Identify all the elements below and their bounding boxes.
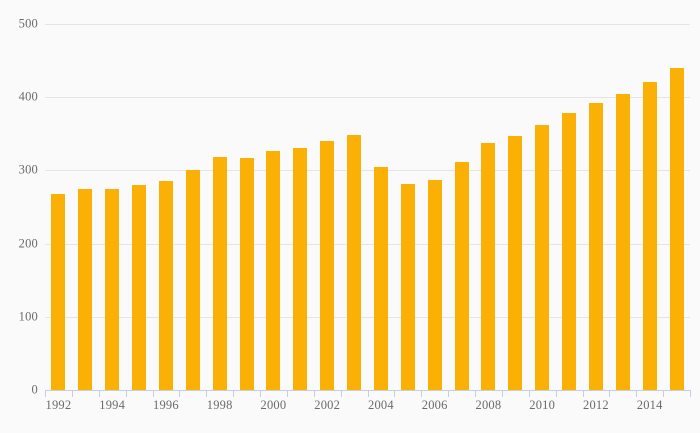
x-tick-23 <box>663 390 665 397</box>
gridline-200 <box>45 243 690 245</box>
x-tick-14 <box>421 390 423 397</box>
bar-1993[interactable] <box>78 188 93 390</box>
y-tick-label-300: 300 <box>18 162 38 177</box>
y-tick-label-100: 100 <box>18 309 38 324</box>
x-tick-12 <box>367 390 369 397</box>
x-tick-2 <box>98 390 100 397</box>
bar-1995[interactable] <box>132 185 147 390</box>
x-tick-label-2008: 2008 <box>475 398 502 412</box>
bar-1999[interactable] <box>239 157 254 390</box>
y-tick-label-200: 200 <box>18 236 38 251</box>
x-tick-3 <box>125 390 127 397</box>
x-tick-label-1992: 1992 <box>45 398 72 412</box>
bar-2010[interactable] <box>535 125 550 390</box>
bar-1998[interactable] <box>212 156 227 390</box>
x-tick-label-1994: 1994 <box>99 398 126 412</box>
bar-1994[interactable] <box>105 188 120 390</box>
x-tick-7 <box>233 390 235 397</box>
x-tick-1 <box>71 390 73 397</box>
bar-1996[interactable] <box>158 181 173 390</box>
bar-2009[interactable] <box>508 136 523 390</box>
x-tick-label-2012: 2012 <box>583 398 609 412</box>
x-tick-22 <box>636 390 638 397</box>
x-tick-6 <box>206 390 208 397</box>
x-tick-24 <box>690 390 691 397</box>
x-tick-label-2010: 2010 <box>529 398 556 412</box>
x-tick-label-2000: 2000 <box>260 398 287 412</box>
x-tick-label-2002: 2002 <box>314 398 341 412</box>
x-tick-0 <box>45 390 46 397</box>
x-tick-9 <box>286 390 288 397</box>
bar-2008[interactable] <box>481 143 496 390</box>
x-tick-15 <box>448 390 450 397</box>
bar-2001[interactable] <box>293 147 308 390</box>
x-tick-label-2006: 2006 <box>421 398 448 412</box>
bar-1997[interactable] <box>185 169 200 390</box>
x-tick-19 <box>555 390 557 397</box>
bar-2005[interactable] <box>400 184 415 390</box>
gridline-500 <box>45 24 690 25</box>
x-tick-18 <box>528 390 530 397</box>
x-tick-5 <box>179 390 181 397</box>
x-tick-label-1998: 1998 <box>206 398 233 412</box>
plot-area <box>45 24 690 390</box>
gridline-300 <box>45 170 690 172</box>
bar-2006[interactable] <box>427 179 442 390</box>
x-tick-16 <box>475 390 476 397</box>
bar-2000[interactable] <box>266 151 281 390</box>
bar-2011[interactable] <box>562 113 577 390</box>
y-tick-label-0: 0 <box>31 382 38 397</box>
x-tick-13 <box>394 390 396 397</box>
x-tick-17 <box>501 390 503 397</box>
x-tick-10 <box>313 390 315 397</box>
bar-2002[interactable] <box>320 141 335 390</box>
bar-2007[interactable] <box>454 162 469 390</box>
x-tick-label-2014: 2014 <box>636 398 663 412</box>
x-tick-label-2004: 2004 <box>368 398 394 412</box>
bar-2013[interactable] <box>615 93 630 390</box>
x-axis-labels: 1992 1994 1996 1998 2000 2002 2004 2006 2008 2010… <box>0 398 700 422</box>
bar-2015[interactable] <box>669 67 684 390</box>
x-tick-label-1996: 1996 <box>153 398 179 412</box>
bars-layer <box>45 24 690 390</box>
y-tick-label-500: 500 <box>18 16 38 31</box>
x-tick-21 <box>609 390 611 397</box>
x-axis-ticks <box>45 390 691 398</box>
x-tick-20 <box>582 390 584 397</box>
bar-2014[interactable] <box>642 81 657 390</box>
bar-2012[interactable] <box>588 103 603 390</box>
x-tick-4 <box>152 390 154 397</box>
gridline-400 <box>45 97 690 99</box>
gridline-100 <box>45 316 690 318</box>
bar-2004[interactable] <box>373 166 388 390</box>
bar-1992[interactable] <box>51 193 66 390</box>
bar-2003[interactable] <box>347 134 362 390</box>
y-tick-label-400: 400 <box>18 89 38 104</box>
x-tick-11 <box>340 390 342 397</box>
y-axis: 0 100 200 300 400 500 <box>0 0 38 433</box>
x-tick-8 <box>260 390 261 397</box>
